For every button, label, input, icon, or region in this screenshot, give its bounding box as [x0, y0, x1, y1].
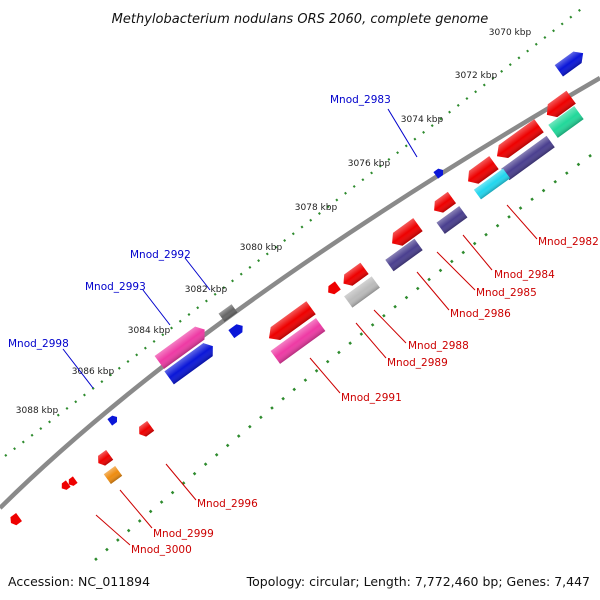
gene-label[interactable]: Mnod_2985 [476, 287, 537, 299]
kbp-label: 3076 kbp [348, 159, 391, 169]
gene-arrow[interactable] [264, 301, 316, 345]
gene-label[interactable]: Mnod_2991 [341, 392, 402, 404]
gene-box[interactable] [344, 276, 380, 308]
gene-box[interactable] [473, 168, 511, 200]
gene-label[interactable]: Mnod_2983 [330, 94, 391, 106]
gene-box[interactable] [501, 135, 555, 181]
genome-backbone [0, 76, 600, 510]
gene-arrow[interactable] [154, 323, 210, 369]
gene-arrow[interactable] [164, 340, 217, 385]
gene-arrow[interactable] [339, 262, 369, 290]
kbp-scale: 3070 kbp 3072 kbp 3074 kbp 3076 kbp 3078… [16, 28, 532, 416]
gene-box[interactable] [270, 318, 326, 364]
gene-arrow[interactable] [136, 421, 155, 439]
kbp-label: 3074 kbp [401, 115, 444, 125]
gene-label[interactable]: Mnod_2993 [85, 281, 146, 293]
gene-label[interactable]: Mnod_2984 [494, 269, 555, 281]
gene-box[interactable] [103, 466, 123, 484]
gene-label[interactable]: Mnod_2989 [387, 357, 448, 369]
gene-label[interactable]: Mnod_2986 [450, 308, 511, 320]
plus-strand-genes [107, 48, 587, 426]
kbp-label: 3088 kbp [16, 406, 59, 416]
map-title: Methylobacterium nodulans ORS 2060, comp… [112, 12, 489, 27]
gene-label[interactable]: Mnod_2982 [538, 236, 599, 248]
plus-gene-labels: Mnod_2983 Mnod_2992 Mnod_2993 Mnod_2998 [8, 94, 418, 389]
minus-strand-genes [8, 90, 584, 527]
gene-arrow[interactable] [8, 513, 22, 527]
gene-label[interactable]: Mnod_2996 [197, 498, 258, 510]
gene-arrow[interactable] [492, 119, 544, 163]
gene-arrow[interactable] [95, 450, 114, 468]
gene-label[interactable]: Mnod_2992 [130, 249, 191, 261]
gene-arrow[interactable] [542, 90, 576, 122]
kbp-label: 3070 kbp [489, 28, 532, 38]
gene-box[interactable] [385, 238, 423, 272]
accession-text: Accession: NC_011894 [8, 574, 150, 589]
gene-arrow[interactable] [59, 480, 71, 491]
kbp-label: 3078 kbp [295, 203, 338, 213]
gene-arrow[interactable] [107, 414, 119, 426]
kbp-label: 3086 kbp [72, 367, 115, 377]
gene-arrow[interactable] [463, 156, 499, 188]
kbp-label: 3080 kbp [240, 243, 283, 253]
gene-arrow[interactable] [430, 191, 457, 216]
kbp-label: 3072 kbp [455, 71, 498, 81]
gene-arrow[interactable] [66, 476, 78, 487]
gene-label[interactable]: Mnod_2998 [8, 338, 69, 350]
gene-arrow[interactable] [387, 218, 423, 250]
gene-box[interactable] [436, 206, 468, 234]
gene-arrow[interactable] [433, 167, 445, 179]
gene-arrow[interactable] [325, 281, 341, 296]
kbp-label: 3082 kbp [185, 285, 228, 295]
gene-box[interactable] [218, 304, 238, 322]
gene-label[interactable]: Mnod_2999 [153, 528, 214, 540]
kbp-label: 3084 kbp [128, 326, 171, 336]
gene-label[interactable]: Mnod_2988 [408, 340, 469, 352]
gene-arrow[interactable] [554, 48, 587, 77]
gene-label[interactable]: Mnod_3000 [131, 544, 192, 556]
gene-arrow[interactable] [228, 322, 245, 339]
genome-summary-text: Topology: circular; Length: 7,772,460 bp… [246, 574, 590, 589]
minus-gene-labels: Mnod_2982 Mnod_2984 Mnod_2985 Mnod_2986 … [95, 204, 599, 556]
gene-box[interactable] [548, 106, 584, 138]
